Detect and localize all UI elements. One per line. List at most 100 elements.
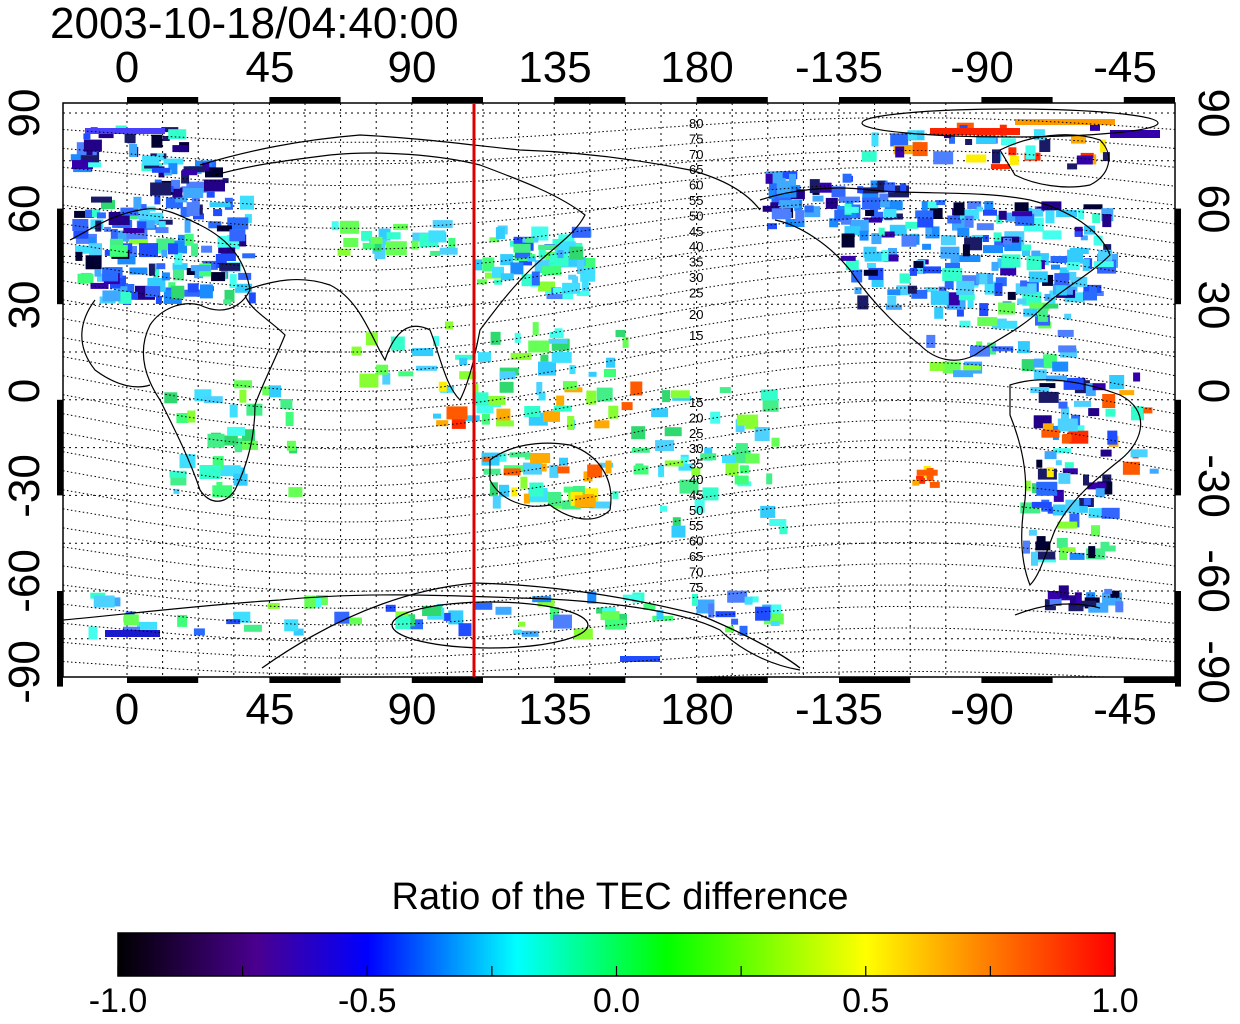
tec-patch bbox=[1068, 603, 1084, 612]
tec-patch bbox=[458, 623, 472, 637]
tec-patch bbox=[393, 223, 409, 230]
tec-patch bbox=[755, 606, 771, 621]
contour-line bbox=[63, 419, 1175, 487]
tec-patch bbox=[161, 249, 168, 257]
coast-antarctica-east bbox=[1014, 603, 1101, 616]
tec-patch bbox=[416, 365, 438, 371]
tec-patch bbox=[615, 330, 626, 337]
contour-label-south: 40 bbox=[689, 472, 703, 487]
tec-patch bbox=[760, 505, 776, 518]
tec-patch bbox=[725, 462, 739, 476]
tick-label-bottom: 135 bbox=[518, 685, 592, 734]
tec-patch bbox=[481, 413, 490, 425]
tec-patch bbox=[1025, 145, 1036, 160]
frame-bar-segment bbox=[554, 97, 626, 103]
tec-patch bbox=[562, 282, 581, 294]
tec-patch bbox=[588, 371, 597, 377]
tec-patch bbox=[1041, 429, 1060, 438]
tec-patch bbox=[672, 517, 681, 527]
tec-patch bbox=[538, 246, 546, 259]
contour-label-north: 40 bbox=[689, 239, 703, 254]
tec-patch bbox=[770, 202, 779, 208]
tec-patch bbox=[871, 211, 884, 221]
tec-patch bbox=[191, 243, 199, 257]
tec-patch bbox=[655, 440, 675, 452]
frame-bar-segment bbox=[411, 97, 483, 103]
tec-patch bbox=[1029, 302, 1050, 311]
tec-patch bbox=[1092, 213, 1101, 223]
tec-patch bbox=[984, 201, 994, 211]
tick-label-right: -30 bbox=[1189, 454, 1238, 518]
tec-patch bbox=[731, 618, 739, 625]
tec-patch bbox=[1028, 208, 1044, 217]
tec-patch bbox=[237, 467, 246, 480]
tec-patch bbox=[193, 213, 204, 220]
contour-label-south: 30 bbox=[689, 441, 703, 456]
tec-patch bbox=[361, 230, 373, 241]
tec-patch bbox=[213, 209, 223, 217]
tec-patch bbox=[154, 195, 161, 205]
tec-patch bbox=[229, 404, 238, 418]
tec-patch bbox=[1074, 231, 1082, 237]
tec-patch bbox=[1103, 545, 1116, 552]
tec-patch bbox=[569, 365, 576, 375]
tec-patch bbox=[218, 247, 236, 254]
frame-bar-segment bbox=[1123, 677, 1175, 683]
tec-patch bbox=[871, 132, 879, 147]
tec-patch bbox=[1035, 541, 1051, 551]
tick-label-top: -135 bbox=[794, 43, 884, 92]
tec-patch bbox=[1087, 482, 1107, 490]
tec-patch bbox=[769, 519, 787, 526]
tec-patch bbox=[110, 229, 118, 242]
tec-patch bbox=[1056, 538, 1068, 548]
coast-africa-west bbox=[81, 299, 151, 388]
tec-patch bbox=[1122, 461, 1140, 475]
tec-patch bbox=[179, 454, 196, 469]
tec-patch bbox=[224, 289, 235, 302]
tick-label-bottom: -90 bbox=[950, 685, 1014, 734]
tec-patch bbox=[956, 280, 975, 295]
tec-patch bbox=[995, 277, 1007, 287]
frame-bar-segment bbox=[269, 97, 341, 103]
tec-patch bbox=[1044, 451, 1057, 460]
tec-patch bbox=[395, 616, 411, 630]
tec-patch bbox=[1071, 135, 1086, 144]
tec-patch bbox=[124, 129, 136, 143]
tec-patch bbox=[594, 420, 610, 429]
tec-patch bbox=[223, 299, 232, 305]
tec-patch bbox=[165, 197, 183, 209]
tec-patch bbox=[956, 309, 964, 317]
tec-patch bbox=[550, 607, 560, 620]
tec-patch bbox=[477, 279, 487, 285]
tec-patch bbox=[885, 304, 902, 310]
tec-patch bbox=[983, 245, 1003, 254]
tec-patch bbox=[233, 473, 248, 486]
tec-patch bbox=[1057, 418, 1078, 432]
tec-patch bbox=[554, 328, 563, 335]
tec-patch bbox=[998, 302, 1016, 315]
tec-patch bbox=[155, 227, 169, 234]
tec-patch bbox=[862, 190, 879, 199]
tec-patch bbox=[573, 227, 579, 234]
tec-patch bbox=[1022, 291, 1042, 306]
tec-patch bbox=[204, 179, 225, 192]
frame-bar-segment bbox=[57, 591, 63, 687]
tec-patch bbox=[123, 626, 140, 632]
tick-label-left: 60 bbox=[0, 184, 49, 234]
tec-patch bbox=[158, 221, 166, 228]
tec-patch bbox=[907, 130, 917, 140]
tec-patch bbox=[884, 182, 896, 193]
tec-patch bbox=[229, 274, 237, 289]
tec-patch bbox=[186, 202, 200, 217]
tec-patch bbox=[186, 268, 195, 275]
tec-patch bbox=[1100, 449, 1112, 457]
tec-patch bbox=[840, 219, 851, 225]
tec-patch bbox=[574, 495, 596, 508]
tec-patch bbox=[987, 342, 997, 355]
tec-patch bbox=[518, 621, 526, 627]
tec-patch bbox=[75, 251, 83, 261]
tec-patch bbox=[966, 154, 987, 163]
tec-patch bbox=[1104, 588, 1113, 594]
tec-patch bbox=[735, 443, 748, 458]
